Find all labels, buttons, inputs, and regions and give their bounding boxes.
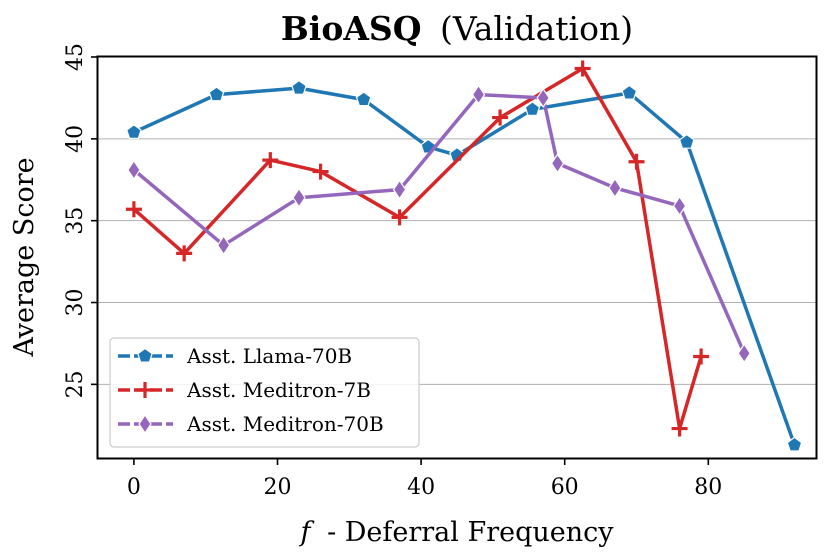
series-1-point-6	[574, 60, 591, 77]
y-axis-label: Average Score	[9, 157, 40, 357]
x-axis-label-var: f	[298, 517, 314, 548]
axis-ticks: 25 30 35 40 45 0 20 40 60 80	[63, 43, 722, 500]
series-0-point-7	[621, 84, 638, 100]
series-0-point-1	[208, 86, 225, 102]
y-tick-label-45: 45	[63, 43, 88, 71]
series-1-point-0	[125, 201, 142, 218]
legend-label-1: Asst. Meditron-7B	[186, 378, 371, 402]
series-2-point-9	[737, 343, 751, 364]
series-2-point-6	[550, 153, 565, 174]
x-tick-label-80: 80	[694, 475, 722, 500]
series-line-1	[132, 66, 703, 431]
x-tick-label-60: 60	[551, 475, 579, 500]
series-line-2	[132, 92, 746, 354]
series-0-point-8	[678, 133, 695, 149]
x-tick-label-40: 40	[407, 475, 435, 500]
legend-box	[109, 337, 420, 448]
grid	[98, 138, 816, 385]
legend-label-2: Asst. Meditron-70B	[186, 412, 384, 436]
legend-marker-0	[137, 347, 153, 363]
chart-title-rest: (Validation)	[440, 9, 633, 48]
series-line-0	[133, 86, 797, 446]
series-2-point-2	[292, 187, 306, 208]
series-2-point-5	[536, 87, 550, 109]
series-0-point-3	[355, 91, 372, 107]
series-1-point-3	[312, 163, 329, 180]
series-2-point-7	[608, 177, 622, 199]
series-1-point-2	[262, 152, 279, 169]
series-1-point-5	[492, 109, 509, 126]
chart-title: BioASQ (Validation)	[281, 9, 633, 48]
series-1-point-7	[628, 153, 645, 170]
chart-title-bold: BioASQ	[281, 9, 422, 48]
x-tick-label-0: 0	[127, 475, 141, 500]
x-axis-label: f - Deferral Frequency	[298, 517, 614, 548]
x-tick-label-20: 20	[264, 475, 292, 500]
legend: Asst. Llama-70B Asst. Meditron-7B Asst. Me…	[109, 337, 420, 448]
series-1-point-1	[176, 245, 193, 262]
plot-frame	[96, 55, 818, 460]
series-1-point-4	[391, 209, 408, 226]
series-2-point-3	[392, 179, 407, 200]
x-axis-label-text: - Deferral Frequency	[327, 517, 614, 548]
legend-marker-1	[137, 382, 153, 398]
series-0-point-2	[291, 79, 307, 95]
series-2-point-8	[672, 195, 687, 217]
y-tick-label-40: 40	[63, 125, 88, 153]
y-tick-label-35: 35	[63, 207, 88, 235]
series-2-point-0	[127, 159, 141, 181]
series-0-point-6	[524, 101, 541, 117]
legend-marker-2	[138, 413, 152, 435]
y-tick-label-30: 30	[63, 289, 88, 317]
legend-label-0: Asst. Llama-70B	[186, 344, 352, 368]
series-1-point-9	[693, 348, 710, 365]
series-layer	[125, 60, 803, 452]
y-tick-label-25: 25	[63, 370, 88, 398]
series-0-point-0	[126, 124, 142, 139]
series-0-point-9	[786, 436, 803, 452]
series-2-point-4	[471, 84, 486, 105]
series-2-point-1	[216, 235, 231, 256]
series-1-point-8	[671, 420, 688, 437]
